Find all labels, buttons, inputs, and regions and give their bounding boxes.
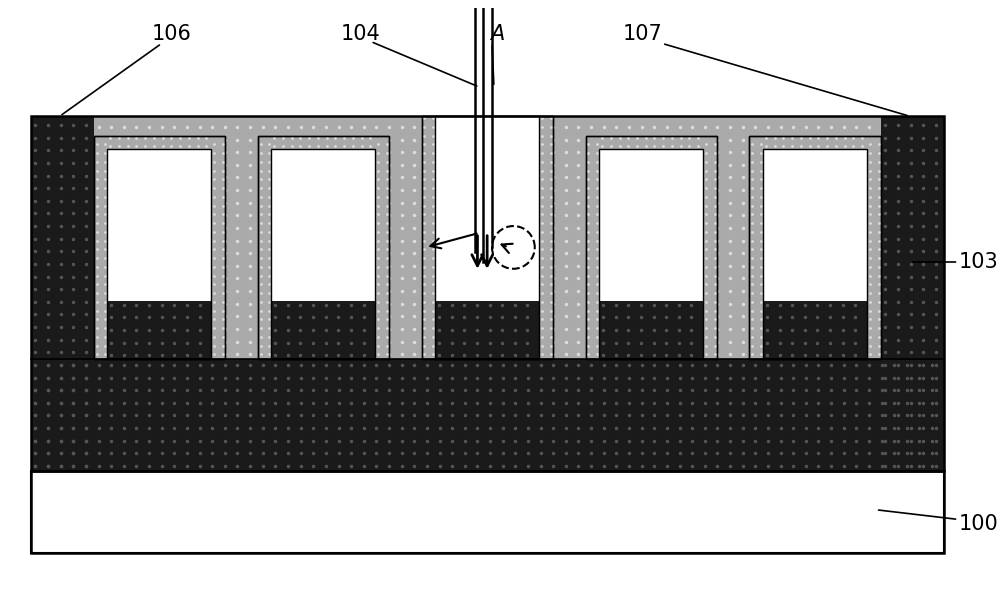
Bar [763, 301, 867, 359]
Text: A: A [490, 24, 504, 44]
Bar [107, 301, 211, 359]
Bar [258, 136, 389, 359]
Text: 107: 107 [623, 24, 662, 44]
Bar [107, 150, 211, 359]
Bar [271, 301, 375, 359]
Text: 100: 100 [958, 514, 998, 534]
Bar [599, 150, 703, 359]
Bar [31, 116, 944, 471]
Bar [586, 136, 717, 359]
Text: 103: 103 [958, 252, 998, 272]
Bar [31, 359, 944, 471]
Bar [94, 136, 225, 359]
Text: 104: 104 [341, 24, 381, 44]
Bar [422, 116, 553, 359]
Bar [881, 116, 944, 471]
Bar [31, 116, 944, 471]
Bar [107, 150, 211, 359]
Bar [435, 301, 539, 359]
Bar [271, 150, 375, 359]
Bar [94, 116, 881, 359]
Bar [599, 150, 703, 359]
Bar [31, 116, 94, 471]
Bar [258, 136, 389, 359]
Bar [31, 471, 944, 553]
Bar [763, 150, 867, 359]
Bar [94, 136, 225, 359]
Text: 106: 106 [151, 24, 191, 44]
Bar [435, 116, 539, 359]
Bar [599, 301, 703, 359]
Bar [422, 116, 553, 359]
Bar [763, 150, 867, 359]
Bar [435, 116, 539, 359]
Bar [749, 136, 881, 359]
Bar [31, 471, 944, 553]
Bar [271, 150, 375, 359]
Bar [586, 136, 717, 359]
Bar [749, 136, 881, 359]
